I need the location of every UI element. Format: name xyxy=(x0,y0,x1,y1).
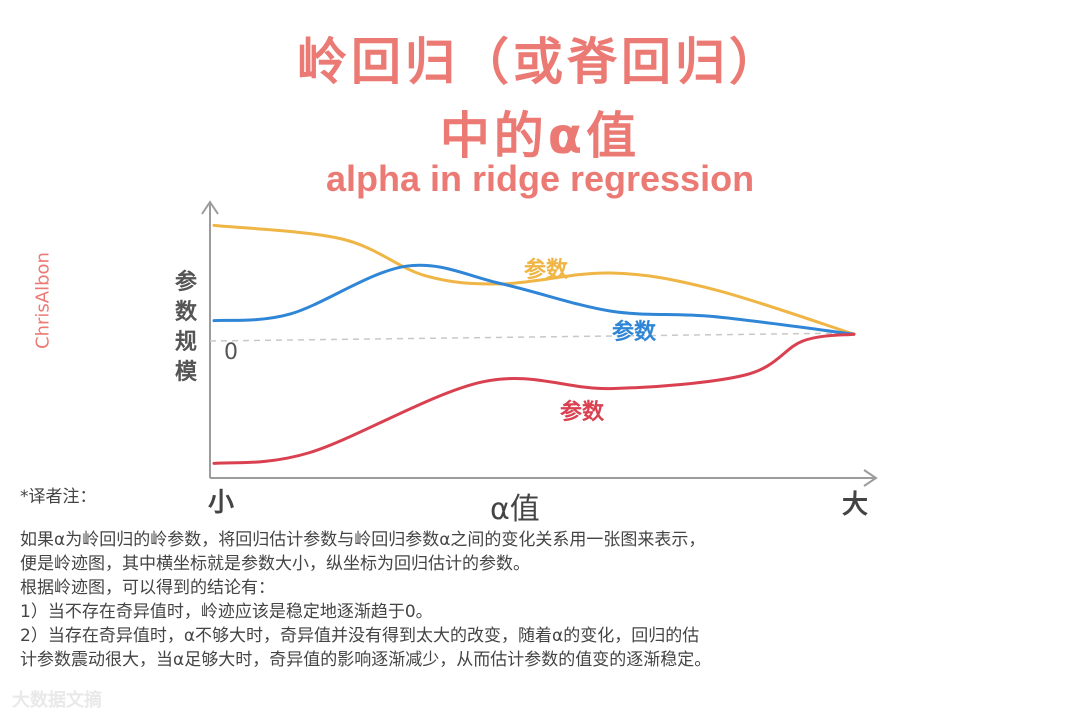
x-axis-left-label: 小 xyxy=(208,488,235,518)
series-line-red xyxy=(212,332,856,465)
notes-line: 计参数震动很大，当α足够大时，奇异值的影响逐渐减少，从而估计参数的值变的逐渐稳定… xyxy=(20,650,712,670)
title-line-3-english: alpha in ridge regression xyxy=(325,158,755,199)
notes-line: 便是岭迹图，其中横坐标就是参数大小，纵坐标为回归估计的参数。 xyxy=(20,554,530,574)
x-axis-right-label: 大 xyxy=(842,490,869,520)
series-label-orange: 参数 xyxy=(524,258,569,283)
x-axis-label: α值 xyxy=(490,492,540,527)
series-line-blue xyxy=(212,263,856,336)
series-label-red: 参数 xyxy=(560,400,605,425)
notes-line: 如果α为岭回归的岭参数，将回归估计参数与岭回归参数α之间的变化关系用一张图来表示… xyxy=(20,530,706,550)
zero-baseline xyxy=(209,332,855,342)
watermark: 大数据文摘 xyxy=(12,690,102,711)
y-axis-arrow xyxy=(201,200,219,215)
title-line-2: 中的α值 xyxy=(439,107,641,165)
y-axis-label: 参数规模 xyxy=(174,270,197,385)
title-line-1: 岭回归（或脊回归） xyxy=(297,33,783,91)
zero-label: 0 xyxy=(224,340,238,365)
series-line-orange xyxy=(212,223,856,336)
notes-title: *译者注： xyxy=(20,487,97,507)
notes-block: 如果α为岭回归的岭参数，将回归估计参数与岭回归参数α之间的变化关系用一张图来表示… xyxy=(20,528,1070,672)
notes-line: 2）当存在奇异值时，α不够大时，奇异值并没有得到太大的改变，随着α的变化，回归的… xyxy=(20,626,700,646)
notes-line: 1）当不存在奇异值时，岭迹应该是稳定地逐渐趋于0。 xyxy=(20,602,433,622)
series-label-blue: 参数 xyxy=(612,320,657,345)
notes-line: 根据岭迹图，可以得到的结论有： xyxy=(20,578,275,598)
x-axis-arrow xyxy=(863,469,878,487)
